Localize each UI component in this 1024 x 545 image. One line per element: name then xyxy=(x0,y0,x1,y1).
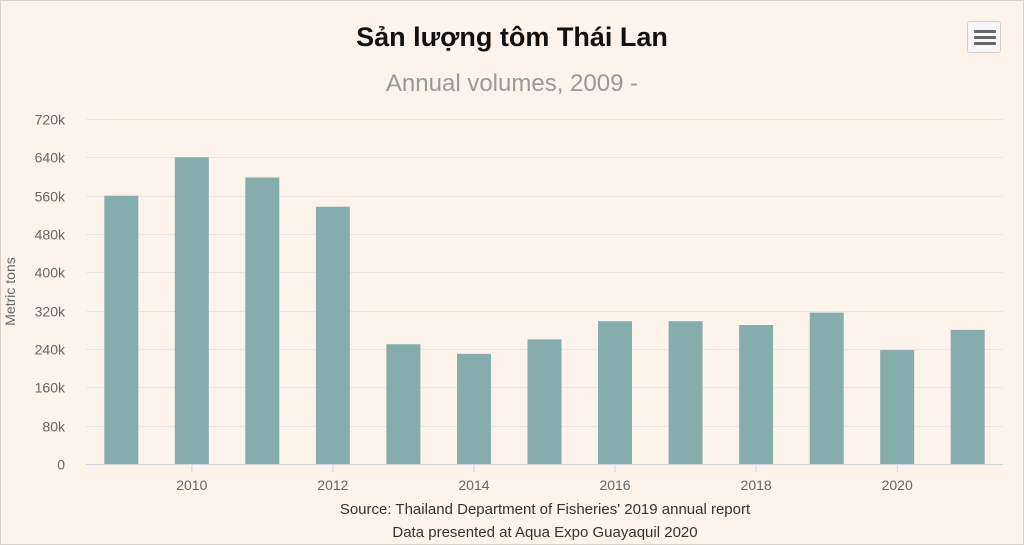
y-tick-label: 320k xyxy=(35,304,66,320)
y-tick-label: 560k xyxy=(35,189,66,205)
y-tick-label: 400k xyxy=(35,265,66,281)
bar-2014 xyxy=(457,353,491,464)
bar-2019 xyxy=(809,312,844,464)
y-tick-label: 0 xyxy=(57,457,65,473)
y-tick-label: 720k xyxy=(35,112,66,128)
bar-2013 xyxy=(386,344,421,464)
y-tick-label: 80k xyxy=(42,419,66,435)
bar-2017 xyxy=(668,321,703,464)
bar-2021 xyxy=(950,329,985,464)
chart-source-line-2: Data presented at Aqua Expo Guayaquil 20… xyxy=(392,524,698,541)
y-axis-title: Metric tons xyxy=(2,257,18,325)
bar-2018 xyxy=(739,325,774,464)
x-tick-label: 2020 xyxy=(882,477,913,493)
y-tick-label: 640k xyxy=(35,150,66,166)
bar-2016 xyxy=(598,321,632,464)
chart-title: Sản lượng tôm Thái Lan xyxy=(356,22,668,52)
hamburger-menu-icon xyxy=(974,30,996,45)
chart-source-line-1: Source: Thailand Department of Fisheries… xyxy=(339,501,751,518)
y-tick-label: 160k xyxy=(35,380,66,396)
x-tick-label: 2010 xyxy=(176,477,207,493)
y-tick-label: 240k xyxy=(35,342,66,358)
x-tick-label: 2012 xyxy=(317,477,348,493)
bar-2010 xyxy=(174,157,209,465)
x-tick-label: 2014 xyxy=(458,477,489,493)
bar-2015 xyxy=(527,339,562,464)
x-tick-label: 2016 xyxy=(599,477,630,493)
bar-2011 xyxy=(245,177,280,464)
chart-subtitle: Annual volumes, 2009 - xyxy=(385,70,639,97)
y-tick-label: 480k xyxy=(35,227,66,243)
bar-2012 xyxy=(315,206,350,464)
bar-2020 xyxy=(880,350,915,464)
bar-2009 xyxy=(104,195,139,464)
context-menu-button[interactable] xyxy=(967,21,1001,53)
x-tick-label: 2018 xyxy=(741,477,772,493)
